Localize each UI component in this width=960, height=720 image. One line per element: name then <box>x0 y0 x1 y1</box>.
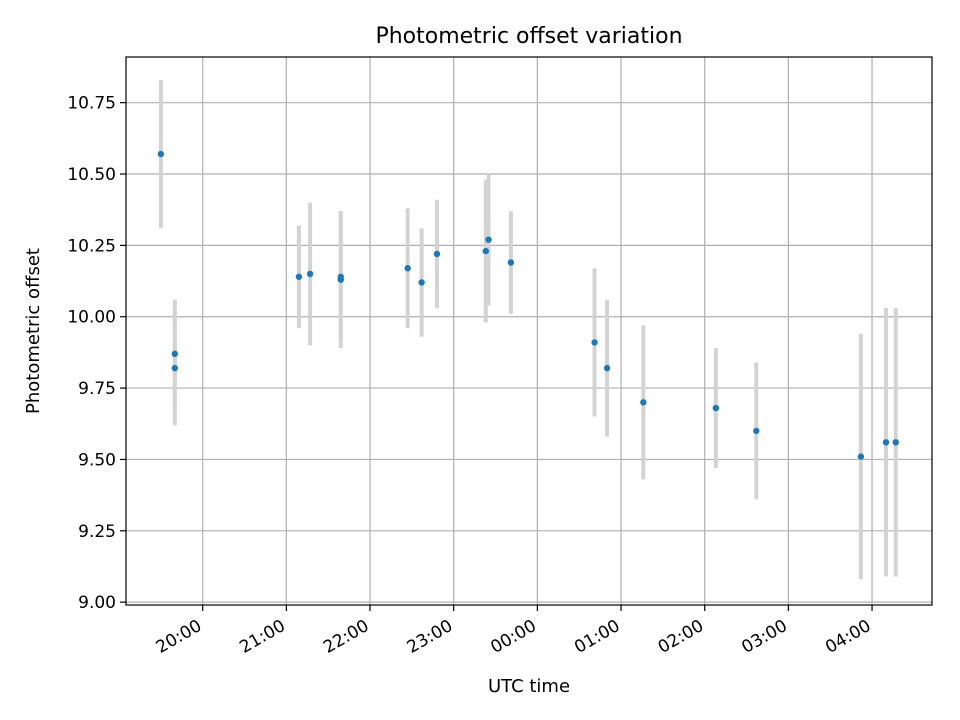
data-point <box>171 364 179 372</box>
x-tick-label: 04:00 <box>822 616 874 658</box>
data-point <box>433 250 441 258</box>
data-point <box>337 276 344 283</box>
y-tick-label: 10.75 <box>67 94 116 114</box>
data-point <box>507 259 515 266</box>
y-axis-label: Photometric offset <box>23 248 44 414</box>
data-point <box>712 404 720 412</box>
data-point <box>603 364 611 372</box>
x-tick-label: 01:00 <box>571 616 623 658</box>
data-point <box>306 270 314 278</box>
point-layer <box>157 150 899 460</box>
x-tick-label: 02:00 <box>655 616 707 658</box>
data-point <box>485 236 492 243</box>
grid-layer <box>126 57 932 605</box>
y-tick-label: 10.25 <box>67 236 116 256</box>
y-tick-label: 9.50 <box>78 450 116 470</box>
tick-layer: 20:00 21:00 22:00 23:00 00:00 01:00 02:00 03:00… <box>67 94 874 658</box>
y-tick-label: 9.75 <box>78 379 116 399</box>
x-tick-label: 00:00 <box>487 616 539 658</box>
data-point <box>482 247 489 255</box>
plot-frame <box>125 56 933 606</box>
data-point <box>857 453 865 460</box>
data-point <box>753 427 760 435</box>
data-point <box>404 265 411 272</box>
x-tick-label: 22:00 <box>320 616 372 658</box>
x-tick-label: 21:00 <box>236 616 288 658</box>
chart-title: Photometric offset variation <box>375 24 682 49</box>
data-point <box>295 273 303 280</box>
y-tick-label: 10.50 <box>67 165 116 185</box>
data-point <box>171 350 179 358</box>
data-point <box>640 399 647 406</box>
data-point <box>882 439 890 446</box>
y-tick-label: 9.25 <box>78 522 116 542</box>
data-point <box>418 279 425 286</box>
y-tick-label: 9.00 <box>78 593 116 613</box>
errorbar-layer <box>158 79 898 580</box>
x-axis-label: UTC time <box>488 676 570 697</box>
x-tick-label: 23:00 <box>404 616 456 658</box>
data-point <box>157 150 165 158</box>
data-point <box>892 439 899 446</box>
data-point <box>591 339 598 346</box>
x-tick-label: 03:00 <box>738 616 790 658</box>
x-tick-label: 20:00 <box>153 616 205 658</box>
y-tick-label: 10.00 <box>67 308 116 328</box>
